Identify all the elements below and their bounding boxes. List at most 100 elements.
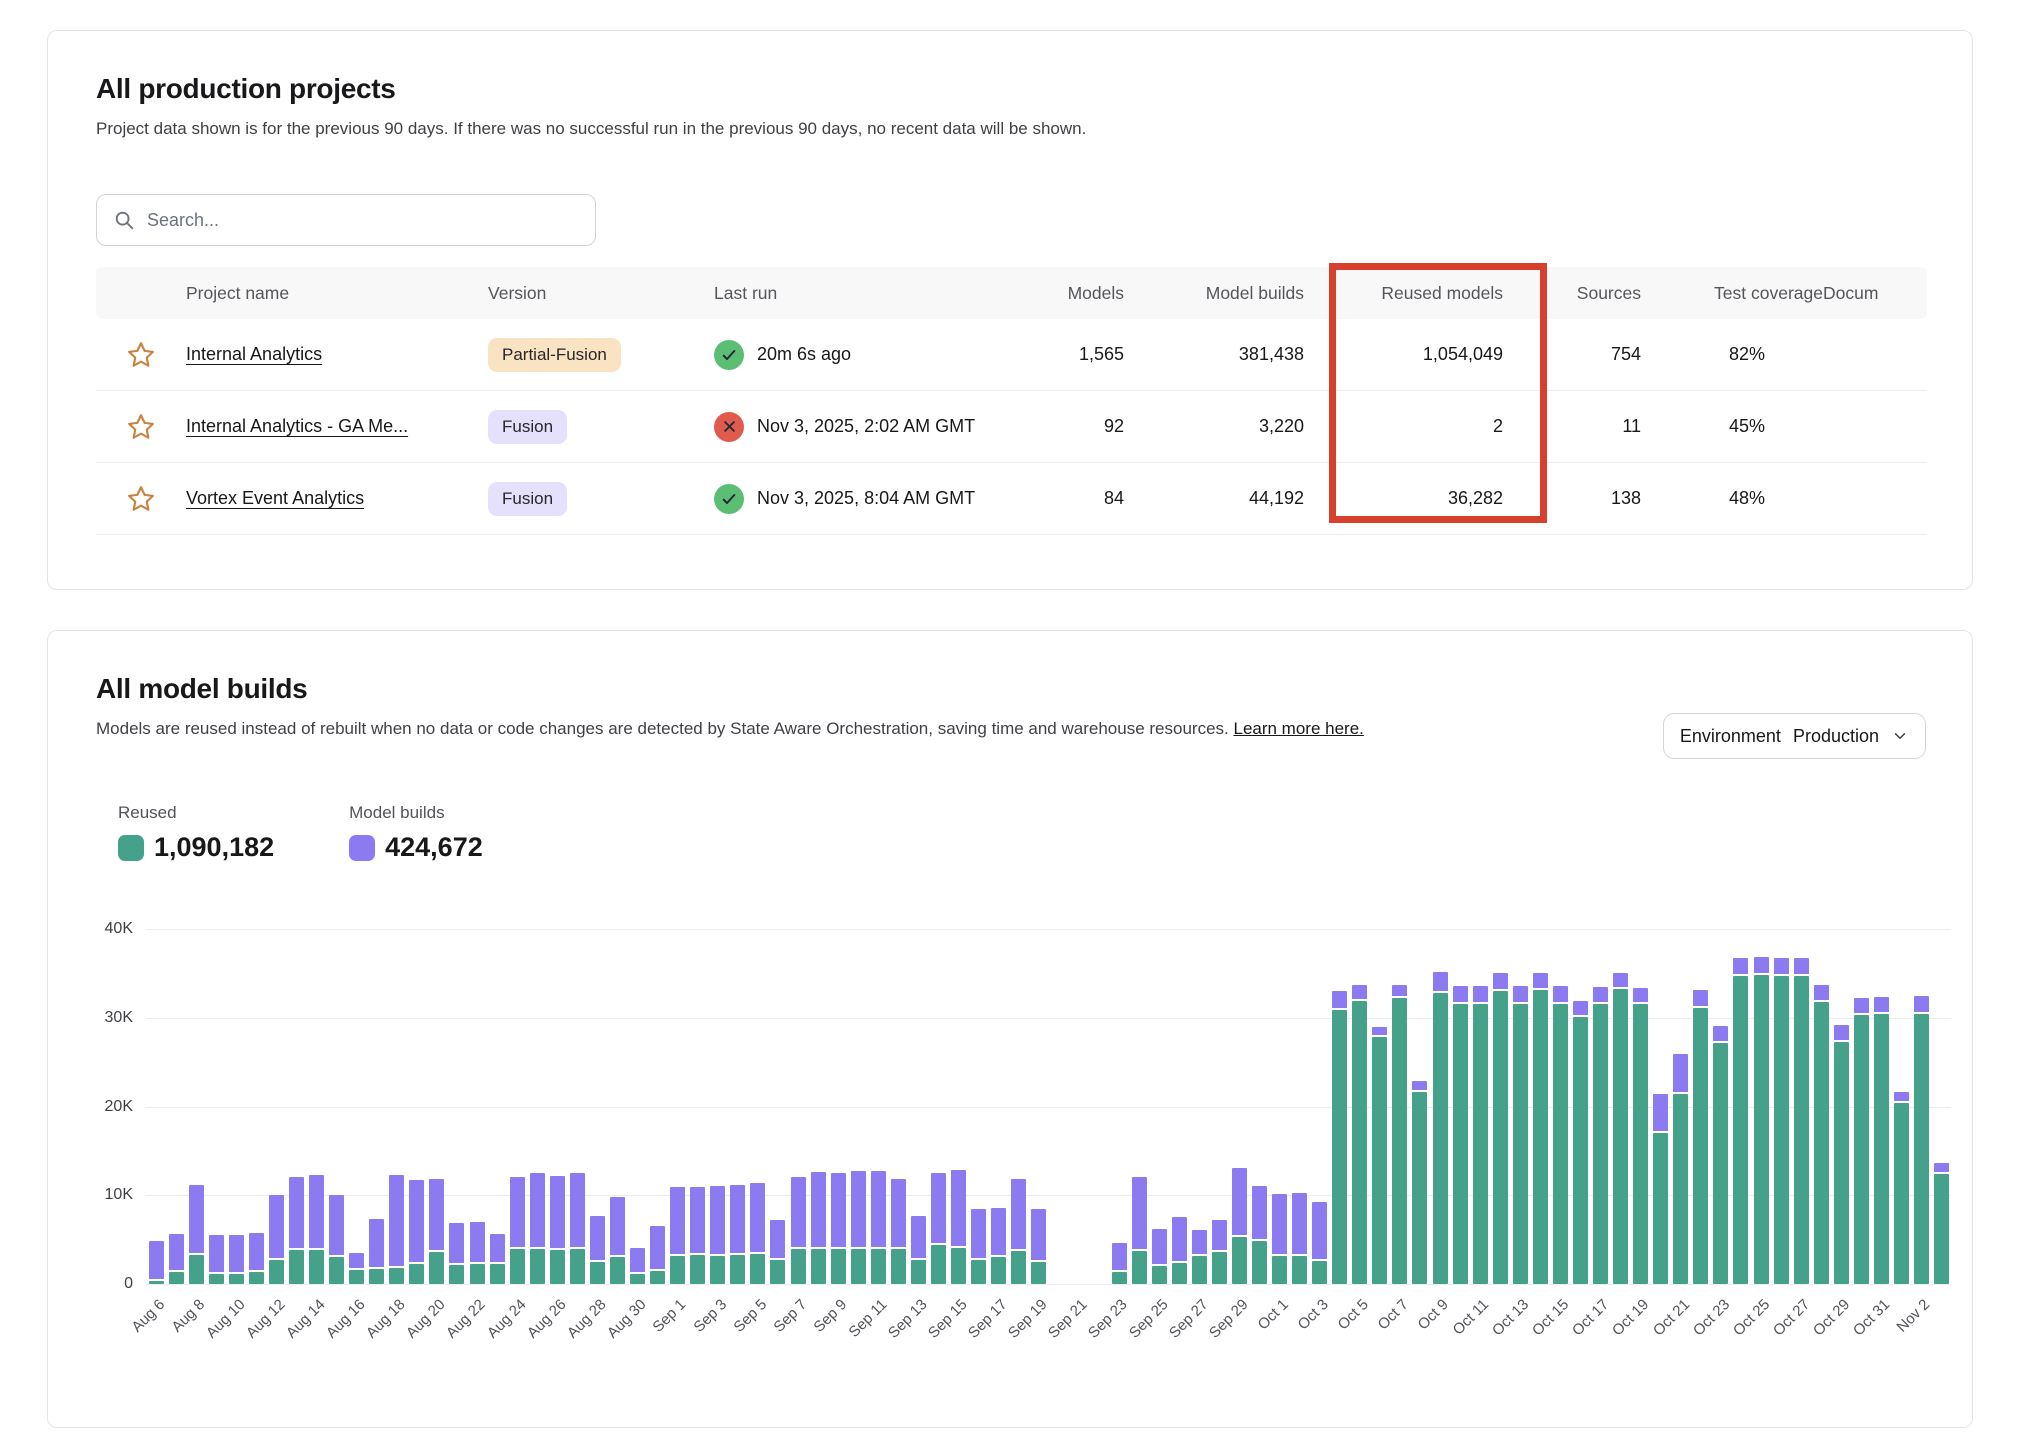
- last-run-cell: Nov 3, 2025, 8:04 AM GMT: [714, 483, 1024, 514]
- bar-sep-16: [969, 929, 989, 1284]
- col-header-test-coverage[interactable]: Test coverage: [1714, 282, 1823, 303]
- reused-segment: [1753, 975, 1769, 1284]
- reused-segment: [1613, 989, 1629, 1284]
- reused-segment: [389, 1268, 405, 1284]
- bar-sep-17: Sep 17: [965, 929, 1011, 1342]
- x-axis-tick: Aug 24: [483, 1296, 530, 1342]
- reused-segment: [1853, 1015, 1869, 1284]
- model-builds-segment: [1332, 991, 1348, 1010]
- project-name-link[interactable]: Internal Analytics - GA Me...: [186, 416, 409, 436]
- favorite-star-button[interactable]: [96, 412, 186, 442]
- reused-segment: [1713, 1042, 1729, 1284]
- bar-sep-11: Sep 11: [845, 929, 890, 1341]
- projects-table-body: Internal Analytics Partial-Fusion 20m 6s a…: [96, 319, 1927, 535]
- bar-oct-31: Oct 31: [1850, 929, 1893, 1339]
- model-builds-segment: [489, 1234, 505, 1265]
- col-header-reused-models[interactable]: Reused models: [1381, 282, 1503, 303]
- col-header-model-builds[interactable]: Model builds: [1205, 282, 1304, 303]
- reused-segment: [1893, 1102, 1909, 1284]
- model-builds-segment: [1673, 1054, 1689, 1095]
- x-axis-tick: Aug 6: [128, 1296, 169, 1336]
- learn-more-link[interactable]: Learn more here.: [1233, 719, 1364, 738]
- bar-sep-4: [728, 929, 748, 1284]
- model-builds-segment: [1613, 972, 1629, 990]
- reused-segment: [1512, 1003, 1528, 1284]
- bar-aug-13: [286, 929, 306, 1284]
- reused-segment: [1833, 1041, 1849, 1284]
- reused-segment: [168, 1272, 184, 1284]
- col-header-models[interactable]: Models: [1067, 282, 1124, 303]
- col-header-version[interactable]: Version: [488, 282, 547, 303]
- star-icon: [128, 341, 154, 367]
- bar-sep-12: [888, 929, 908, 1284]
- bar-oct-7: Oct 7: [1375, 929, 1412, 1333]
- model-builds-segment: [1352, 984, 1368, 1001]
- col-header-project-name[interactable]: Project name: [186, 282, 290, 303]
- x-axis-tick: Sep 9: [810, 1296, 851, 1336]
- bar-sep-7: Sep 7: [770, 929, 810, 1336]
- model-builds-segment: [329, 1195, 345, 1258]
- bar-aug-9: [206, 929, 226, 1284]
- chart-legend: Reused 1,090,182 Model builds 424,672: [118, 803, 483, 863]
- bar-aug-14: Aug 14: [283, 929, 329, 1342]
- reused-segment: [1934, 1173, 1950, 1284]
- model-builds-segment: [770, 1220, 786, 1261]
- model-builds-segment: [790, 1176, 806, 1249]
- model-builds-segment: [1452, 985, 1468, 1005]
- model-builds-segment: [730, 1184, 746, 1255]
- bar-oct-29: Oct 29: [1810, 929, 1853, 1339]
- last-run-cell: 20m 6s ago: [714, 339, 1024, 370]
- bar-aug-24: Aug 24: [484, 929, 529, 1342]
- reused-segment: [1873, 1014, 1889, 1284]
- favorite-cell: [96, 412, 186, 442]
- reused-segment: [630, 1274, 646, 1284]
- x-axis-tick: Sep 3: [690, 1296, 730, 1336]
- x-axis-tick: Oct 25: [1729, 1296, 1774, 1340]
- col-header-documentation[interactable]: Docum: [1823, 282, 1879, 303]
- favorite-star-button[interactable]: [96, 484, 186, 514]
- x-axis-tick: Sep 1: [649, 1296, 690, 1336]
- reused-segment: [549, 1250, 565, 1284]
- model-builds-segment: [1412, 1080, 1428, 1093]
- x-axis-tick: Oct 29: [1810, 1296, 1854, 1340]
- reused-segment: [188, 1254, 204, 1284]
- legend-item-reused: Reused 1,090,182: [118, 803, 274, 863]
- model-builds-segment: [208, 1235, 224, 1275]
- col-header-sources[interactable]: Sources: [1576, 282, 1641, 303]
- project-name-link[interactable]: Vortex Event Analytics: [186, 488, 365, 508]
- bar-oct-23: Oct 23: [1690, 929, 1733, 1339]
- run-status-icon: [714, 339, 744, 370]
- model-builds-segment: [1813, 984, 1829, 1002]
- model-builds-segment: [1552, 985, 1568, 1004]
- x-axis-tick: Sep 11: [845, 1296, 891, 1341]
- model-builds-segment: [1392, 984, 1408, 999]
- reused-segment: [790, 1248, 806, 1284]
- version-badge: Fusion: [488, 481, 568, 516]
- y-axis-tick: 10K: [104, 1186, 133, 1204]
- reused-segment: [509, 1248, 525, 1284]
- gridline: 10K: [105, 1186, 1951, 1203]
- reused-segment: [890, 1249, 906, 1284]
- version-cell: Fusion: [488, 481, 714, 516]
- reused-segment: [569, 1249, 585, 1284]
- x-axis-tick: Sep 29: [1205, 1296, 1252, 1342]
- bar-aug-18: Aug 18: [363, 929, 409, 1342]
- bar-oct-13: Oct 13: [1489, 929, 1532, 1339]
- search-input[interactable]: [147, 209, 579, 231]
- bar-sep-1: Sep 1: [650, 929, 690, 1336]
- favorite-star-button[interactable]: [96, 340, 186, 370]
- reused-segment: [690, 1254, 706, 1284]
- model-builds-segment: [228, 1235, 244, 1275]
- col-header-last-run[interactable]: Last run: [714, 282, 778, 303]
- reused-segment: [529, 1249, 545, 1284]
- run-status-icon: [714, 483, 744, 514]
- model-builds-segment: [710, 1186, 726, 1256]
- project-name-link[interactable]: Internal Analytics: [186, 344, 323, 364]
- model-builds-segment: [971, 1208, 987, 1261]
- projects-card-subtitle: Project data shown is for the previous 9…: [96, 119, 1087, 138]
- bar-sep-23: Sep 23: [1085, 929, 1131, 1342]
- reused-total: 1,090,182: [154, 832, 275, 862]
- environment-select[interactable]: Environment Production: [1662, 713, 1926, 759]
- test-coverage-value: 48%: [1728, 488, 1765, 508]
- model-builds-segment: [288, 1176, 304, 1251]
